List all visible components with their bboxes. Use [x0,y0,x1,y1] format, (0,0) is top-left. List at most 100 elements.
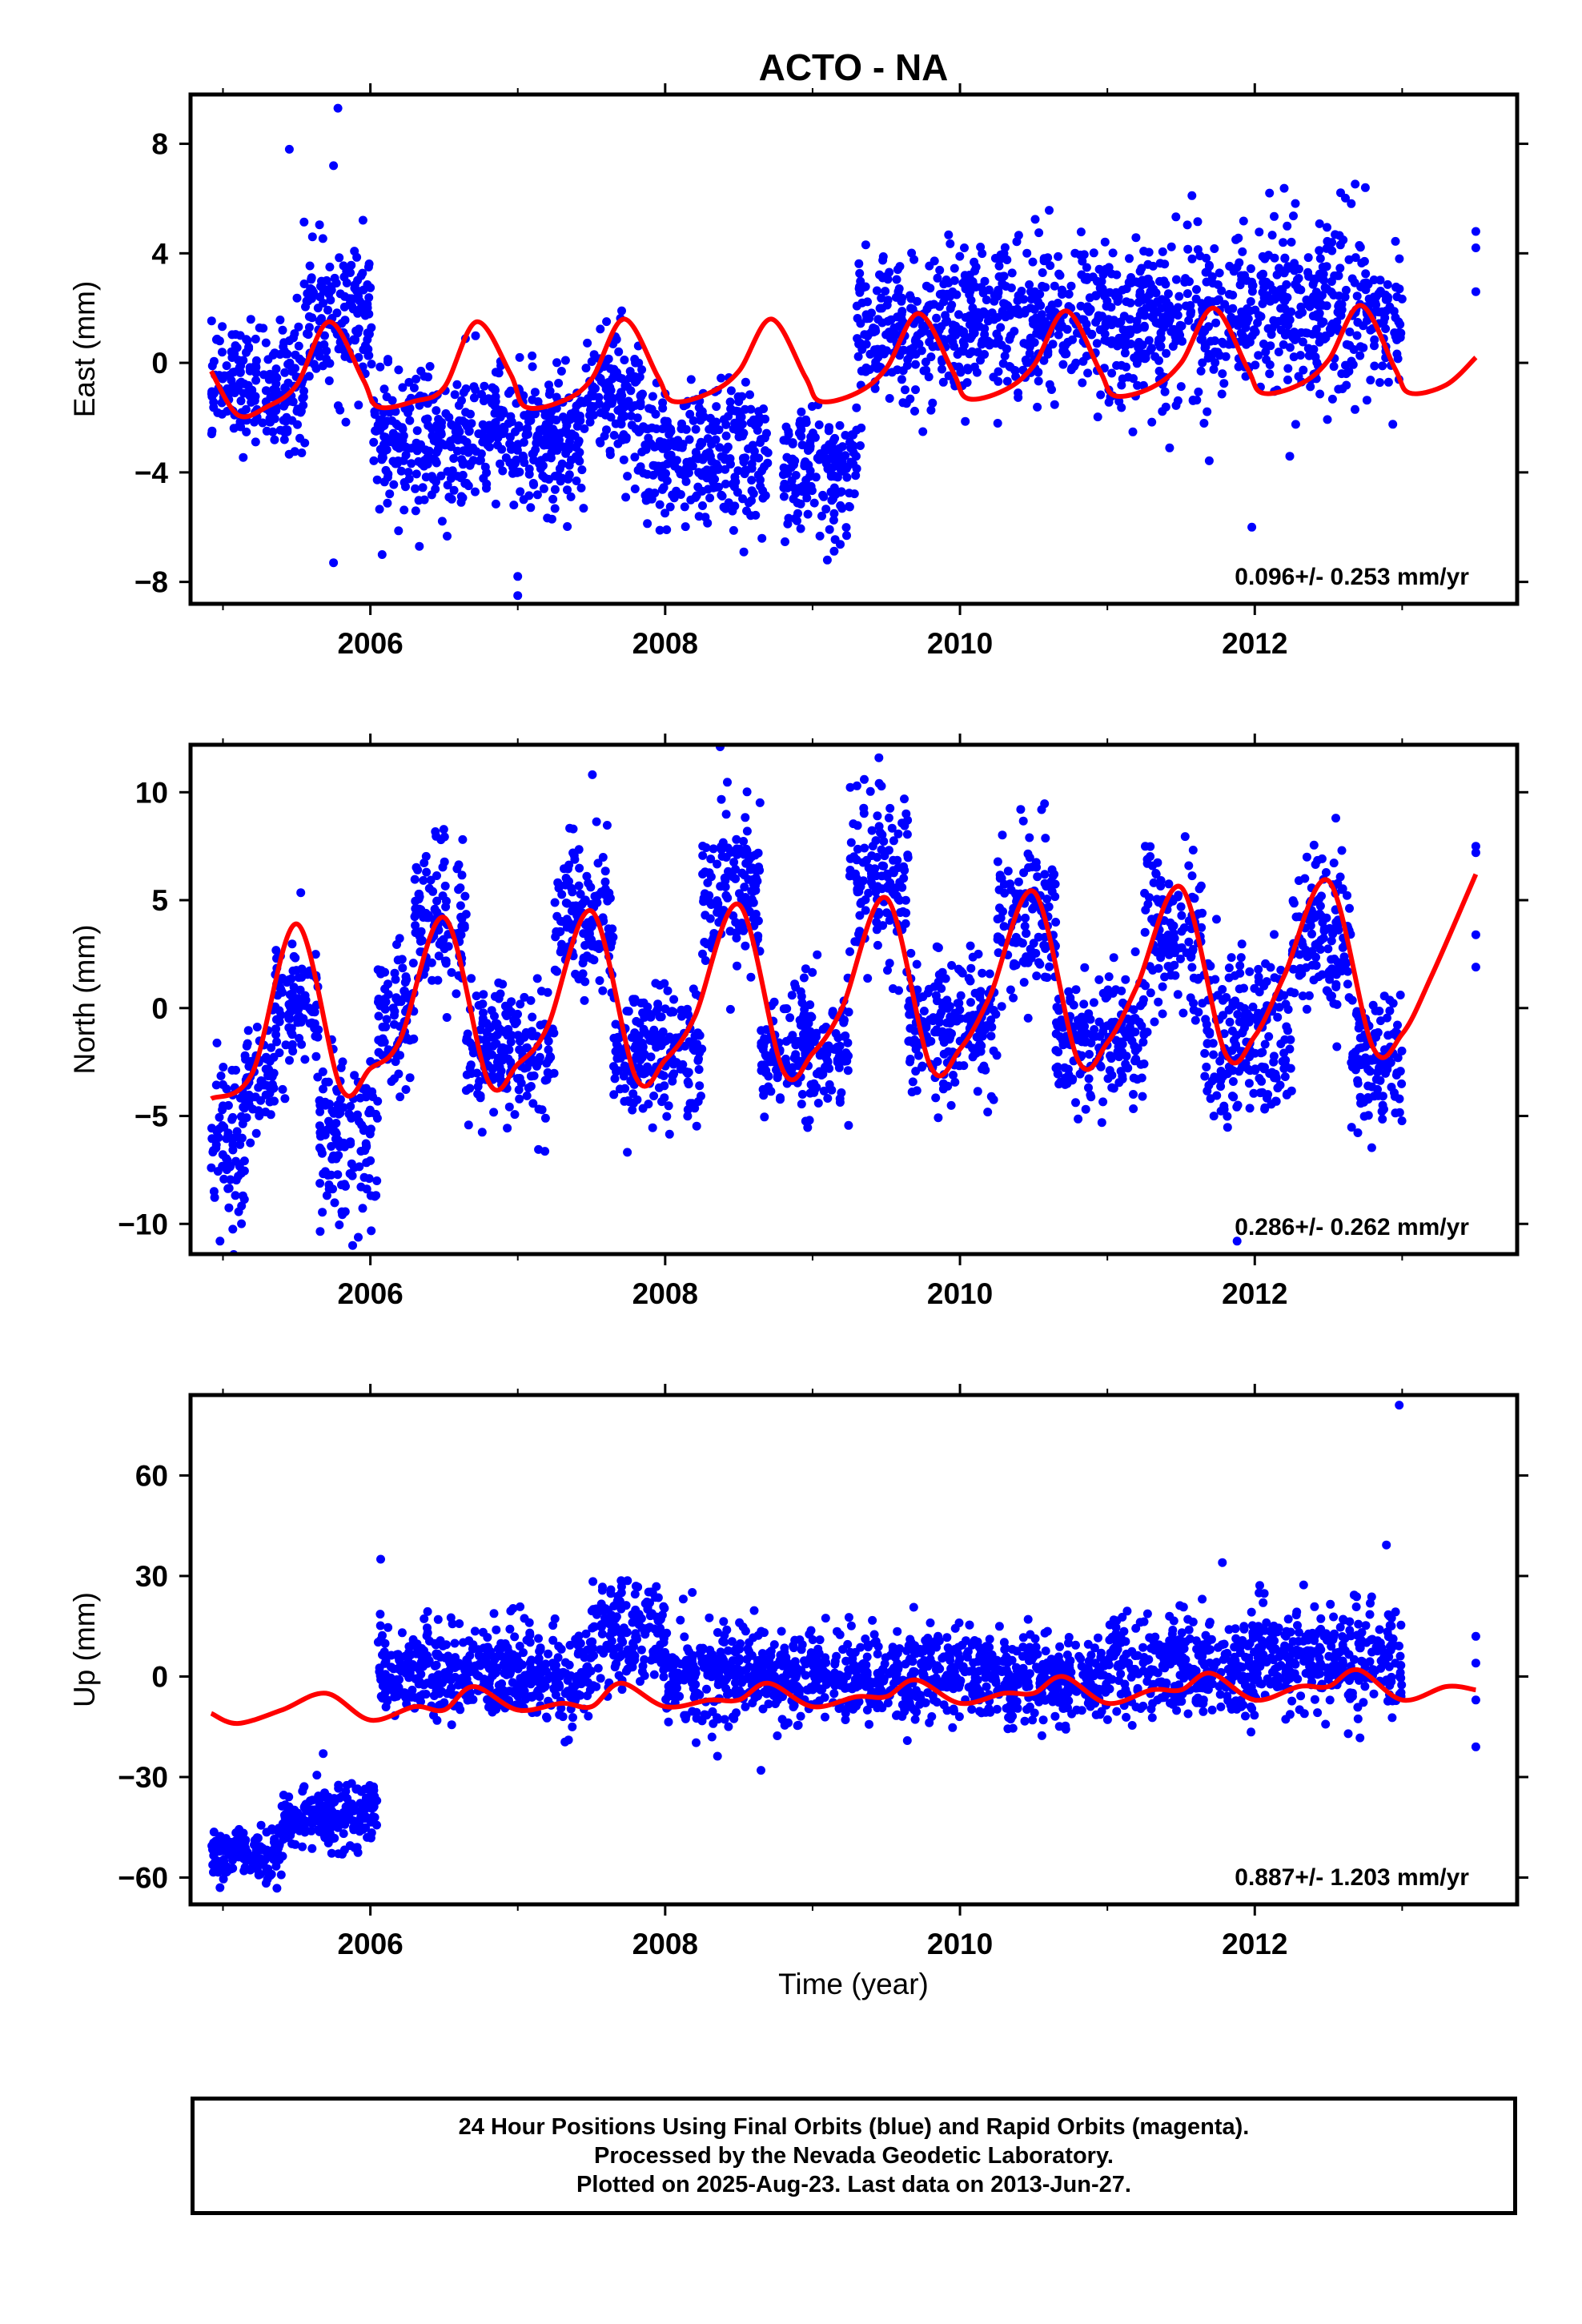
data-point [1298,337,1307,347]
data-point [263,1081,272,1091]
data-point [684,1068,693,1077]
data-point [237,1219,247,1228]
data-point [793,1036,802,1046]
data-point [261,386,271,396]
data-point [1166,242,1176,251]
data-point [883,882,893,891]
data-point [793,509,802,518]
data-point [835,420,845,430]
data-point [626,386,636,396]
data-point [967,347,977,356]
data-point [588,770,597,779]
y-axis-label: East (mm) [68,281,101,418]
data-point [1347,199,1356,208]
data-point [1193,217,1203,227]
data-point [1223,1123,1232,1132]
data-point [688,1099,697,1108]
data-point [1051,1046,1061,1055]
data-point [1392,349,1402,359]
data-point [616,404,625,413]
data-point [1232,263,1242,272]
data-point [246,315,255,324]
data-point [237,1133,247,1143]
data-point [561,899,571,907]
data-point [1203,407,1212,416]
data-point [1204,456,1214,465]
data-point [841,523,851,533]
data-point [1091,292,1101,301]
data-point [760,433,769,443]
data-point [653,467,663,476]
data-point [1272,287,1281,296]
data-point [322,1191,331,1200]
data-point [267,1072,277,1081]
data-point [420,456,429,465]
data-point [589,955,599,965]
data-point [1176,382,1186,392]
data-point [519,495,528,505]
data-point [1043,347,1053,356]
data-point [404,377,414,387]
data-point [691,448,701,457]
data-point [764,1072,773,1081]
data-point [598,853,608,862]
data-point [942,1018,952,1027]
data-point [236,377,246,387]
data-point [723,843,733,853]
data-point [519,437,528,447]
data-point [1017,287,1026,296]
data-point [1355,351,1365,360]
data-point [693,1055,703,1065]
data-point [415,400,424,410]
data-point [1225,261,1235,271]
data-point [461,408,471,417]
data-point [721,479,730,489]
data-point [805,1000,815,1010]
data-point [978,1064,986,1074]
data-point [580,995,589,1005]
data-point [1320,283,1330,292]
data-point [534,1144,544,1154]
data-point [370,1192,379,1201]
data-point [721,420,731,429]
data-point [796,524,805,533]
data-point [224,1184,234,1193]
data-point [594,392,604,402]
data-point [837,487,846,497]
data-point [1283,375,1292,384]
data-point [207,426,217,436]
data-point [589,410,598,420]
data-point [652,1043,661,1052]
data-point [931,991,941,1000]
data-point [347,1159,356,1168]
data-point [480,424,490,434]
data-point [928,398,938,408]
data-point [364,259,374,268]
data-point [426,875,436,885]
data-point [222,361,231,371]
data-point [899,862,909,871]
data-point [489,1108,499,1117]
data-point [950,342,959,351]
data-point [1344,255,1354,264]
data-point [1026,333,1035,343]
data-point [976,243,986,251]
data-point [1050,400,1059,409]
data-point [315,1179,325,1188]
data-point [987,1023,997,1031]
data-point [1187,254,1197,263]
data-point [461,910,471,919]
data-point [576,890,585,899]
data-point [1395,284,1404,294]
data-point [452,989,461,999]
data-point [631,400,640,410]
data-point [873,364,882,373]
data-point [352,252,362,262]
data-point [676,469,685,479]
data-point [416,936,425,946]
data-point [1109,1084,1118,1093]
data-point [1336,188,1345,198]
data-point [528,351,537,360]
data-point [335,405,345,415]
data-point [318,1067,327,1076]
